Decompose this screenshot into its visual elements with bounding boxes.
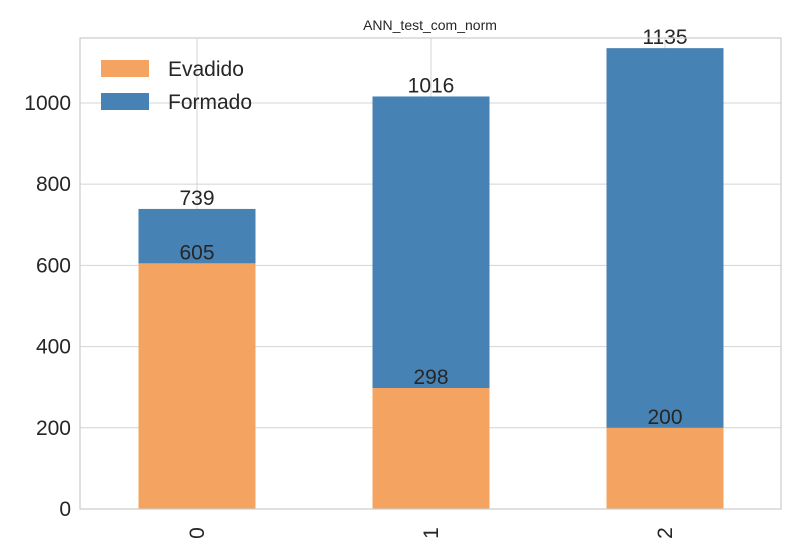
y-tick-label: 1000 xyxy=(24,92,71,115)
bar-label-evadido-1: 298 xyxy=(413,366,448,389)
bar-evadido-1 xyxy=(372,388,490,509)
legend-swatch-evadido xyxy=(101,60,149,77)
bar-evadido-2 xyxy=(606,427,724,509)
bar-evadido-0 xyxy=(138,263,256,509)
y-tick-label: 200 xyxy=(36,417,71,440)
chart-title: ANN_test_com_norm xyxy=(363,17,497,33)
bar-label-evadido-2: 200 xyxy=(647,406,682,429)
bar-label-formado-1: 1016 xyxy=(408,74,455,97)
bar-label-formado-0: 739 xyxy=(179,187,214,210)
x-tick-label: 2 xyxy=(654,527,677,539)
x-axis-ticks: 0 1 2 xyxy=(186,527,677,539)
x-tick-label: 1 xyxy=(420,527,443,539)
bar-formado-0 xyxy=(138,208,256,264)
y-tick-label: 400 xyxy=(36,336,71,359)
bar-label-evadido-0: 605 xyxy=(179,241,214,264)
legend-label-evadido: Evadido xyxy=(168,58,244,81)
bar-formado-1 xyxy=(372,96,490,389)
bars xyxy=(138,48,724,509)
y-tick-label: 600 xyxy=(36,254,71,277)
y-tick-label: 0 xyxy=(59,498,71,521)
bar-formado-2 xyxy=(606,48,724,428)
y-axis-ticks: 0 200 400 600 800 1000 xyxy=(24,92,71,521)
x-tick-label: 0 xyxy=(186,527,209,539)
legend-swatch-formado xyxy=(101,93,149,110)
legend-label-formado: Formado xyxy=(168,91,252,114)
legend: Evadido Formado xyxy=(101,58,252,114)
plot-frame xyxy=(79,37,782,510)
y-tick-label: 800 xyxy=(36,173,71,196)
